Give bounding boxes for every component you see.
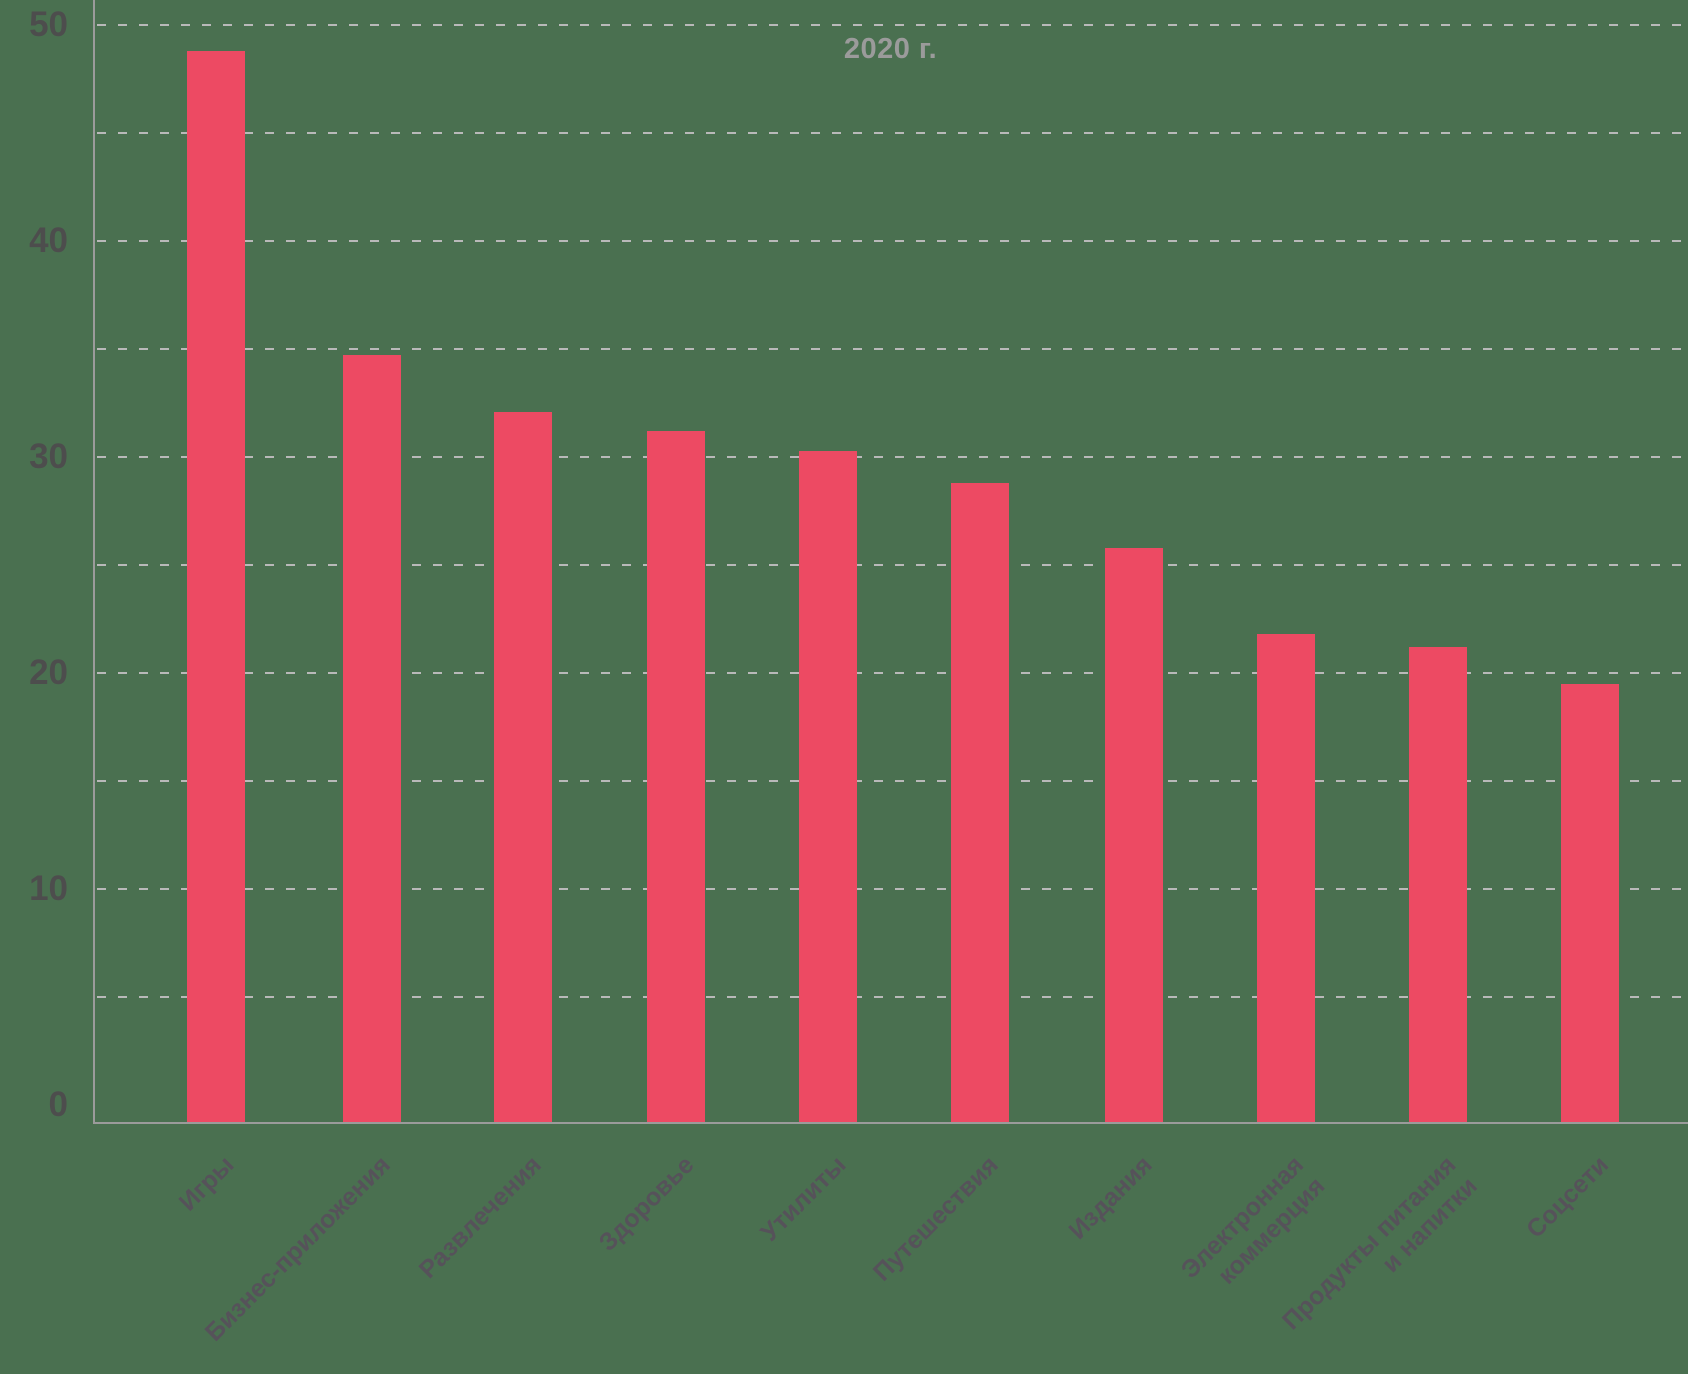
gridline [97, 240, 1688, 242]
y-tick-label: 50 [29, 5, 68, 44]
x-tick-label: Утилиты [755, 1150, 852, 1247]
gridline [97, 564, 1688, 566]
gridline [97, 132, 1688, 134]
y-tick-label: 10 [29, 869, 68, 908]
x-tick-label: Соцсети [1520, 1150, 1614, 1244]
bar [1257, 634, 1315, 1122]
gridline [97, 672, 1688, 674]
bar [1105, 548, 1163, 1122]
gridline [97, 24, 1688, 26]
y-tick-label: 20 [29, 653, 68, 692]
bar [951, 483, 1009, 1122]
gridline [97, 780, 1688, 782]
x-tick-label: Путешествия [867, 1150, 1004, 1287]
bar [1561, 684, 1619, 1122]
bar [187, 51, 245, 1122]
bar [1409, 647, 1467, 1122]
x-tick-label: Развлечения [413, 1150, 547, 1284]
y-tick-label: 40 [29, 221, 68, 260]
gridline [97, 888, 1688, 890]
x-tick-label: Игры [173, 1150, 240, 1217]
y-tick-label: 0 [48, 1085, 68, 1124]
bar [343, 355, 401, 1122]
x-tick-label: Здоровье [593, 1150, 700, 1257]
gridline [97, 456, 1688, 458]
x-tick-label: Издания [1063, 1150, 1158, 1245]
gridline [97, 348, 1688, 350]
bar [647, 431, 705, 1122]
plot-area [93, 0, 1688, 1124]
chart-title: 2020 г. [843, 33, 938, 65]
bar [494, 412, 552, 1122]
bar [799, 451, 857, 1122]
y-tick-label: 30 [29, 437, 68, 476]
gridline [97, 996, 1688, 998]
